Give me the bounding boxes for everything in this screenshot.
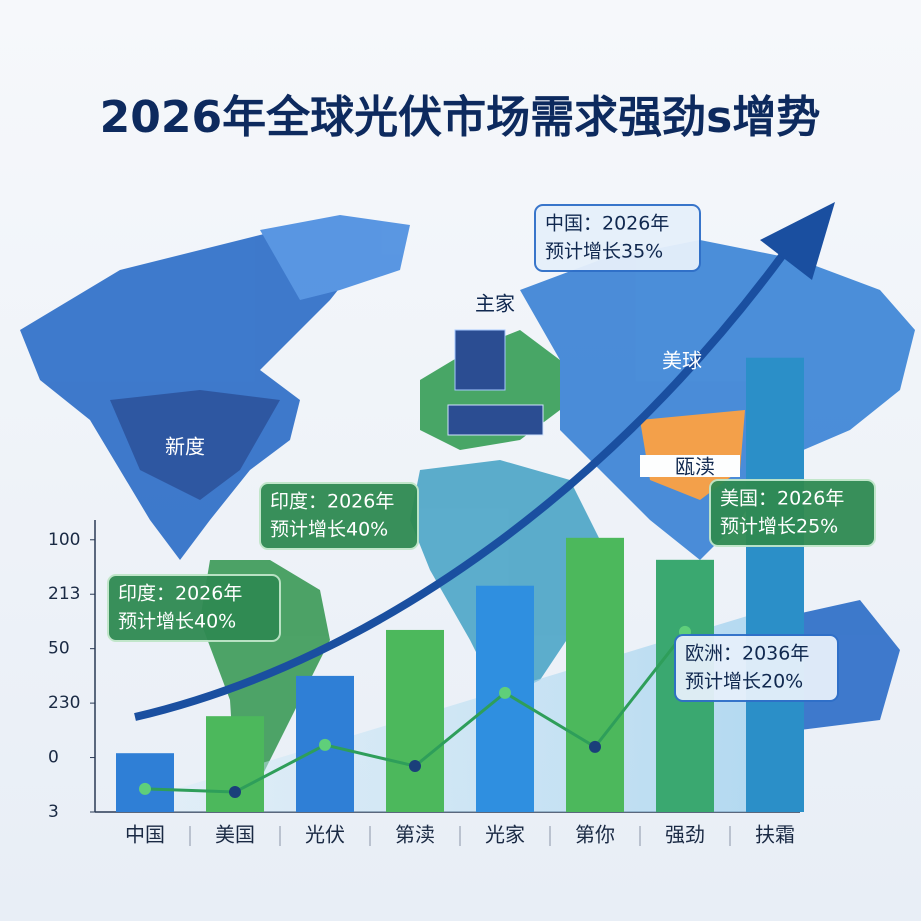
y-tick-label: 230 — [48, 693, 80, 713]
africa — [410, 460, 600, 700]
x-tick-label: 光伏 — [305, 823, 345, 847]
annotation-text: 预计增长40% — [270, 519, 388, 541]
annotation-text: 欧洲：2036年 — [685, 643, 809, 665]
annotation-text: 预计增长20% — [685, 671, 803, 693]
annotation-box — [709, 479, 876, 547]
annotation-text: 印度：2026年 — [270, 491, 394, 513]
annotation-text: 预计增长25% — [720, 516, 838, 538]
map-label: 新度 — [165, 435, 205, 459]
north-america — [20, 220, 370, 560]
solar-panel — [447, 404, 544, 436]
annotation-text: 印度：2026年 — [118, 583, 242, 605]
annotation-text: 预计增长40% — [118, 611, 236, 633]
x-tick-label: 美国 — [215, 823, 255, 847]
line-point — [139, 782, 151, 795]
map-label: 美球 — [662, 349, 702, 373]
bar — [386, 629, 444, 812]
greenland — [260, 215, 410, 300]
india-flag-white — [640, 455, 740, 477]
usa-region — [110, 390, 280, 500]
map-label: 主家 — [475, 292, 515, 316]
y-tick-label: 50 — [48, 639, 70, 659]
annotation-box — [107, 574, 281, 642]
annotation-text: 美国：2026年 — [720, 488, 844, 510]
x-tick-label: 光家 — [485, 823, 525, 847]
y-tick-label: 213 — [48, 584, 80, 604]
annotation-box — [259, 482, 419, 550]
line-point — [499, 686, 511, 699]
chart-title: 2026年全球光伏市场需求强劲s增势 — [100, 92, 821, 143]
trend-arrow — [134, 242, 794, 721]
bar — [566, 537, 624, 812]
line-point — [319, 738, 331, 751]
line-point — [409, 760, 421, 773]
trend-arrowhead — [760, 202, 835, 280]
y-tick-label: 100 — [48, 530, 80, 550]
x-tick-label: 强劲 — [665, 823, 705, 847]
bar — [116, 753, 174, 812]
map-label: 瓯渎 — [675, 455, 715, 479]
x-tick-label: 第渎 — [395, 823, 435, 847]
y-tick-label: 0 — [48, 748, 59, 768]
annotation-box — [674, 634, 839, 702]
x-tick-label: 第你 — [575, 823, 615, 847]
annotation-box — [534, 204, 701, 272]
line-point — [589, 740, 601, 753]
solar-panel — [454, 329, 506, 391]
y-tick-label: 3 — [48, 802, 59, 822]
annotation-text: 预计增长35% — [545, 241, 663, 263]
x-tick-label: 扶霜 — [755, 823, 795, 847]
bar — [746, 357, 804, 812]
annotation-text: 中国：2026年 — [545, 213, 669, 235]
world-map — [20, 215, 915, 800]
asia — [520, 240, 915, 560]
line-point — [229, 785, 241, 798]
x-tick-label: 中国 — [125, 823, 165, 847]
